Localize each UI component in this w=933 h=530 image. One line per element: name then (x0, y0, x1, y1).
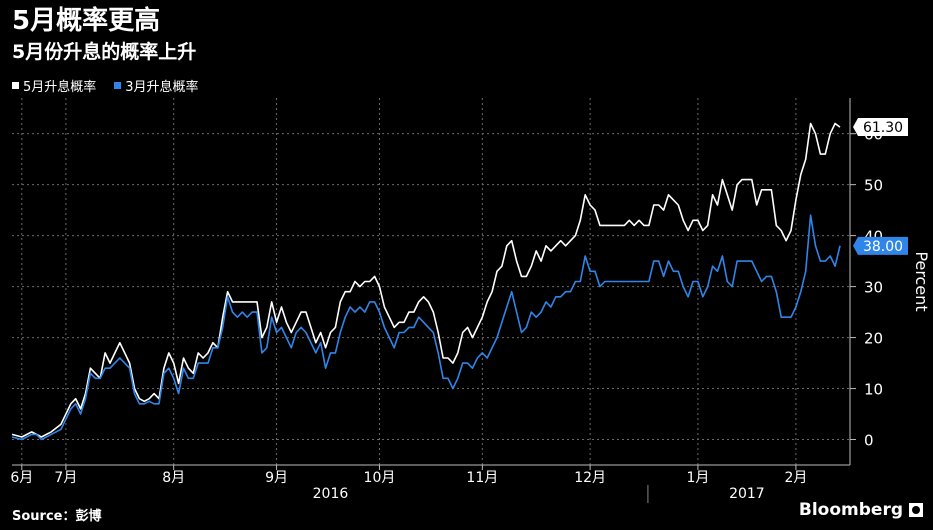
bloomberg-logo-icon (909, 503, 923, 517)
x-tick-label-2: 8月 (162, 470, 185, 486)
legend-label-may: 5月升息概率 (23, 80, 97, 95)
last-value-label-1: 38.00 (863, 239, 903, 255)
x-tick-label-7: 1月 (686, 470, 709, 486)
chart-subtitle: 5月份升息的概率上升 (12, 41, 197, 63)
x-tick-label-5: 11月 (466, 470, 498, 486)
brand: Bloomberg (799, 500, 923, 520)
legend-item-may: 5月升息概率 (12, 76, 96, 95)
brand-name: Bloomberg (798, 500, 903, 520)
x-tick-label-3: 9月 (265, 470, 288, 486)
y-tick-label-10: 10 (864, 381, 883, 399)
chart-title: 5月概率更高 (12, 6, 161, 36)
legend-swatch-march (114, 82, 122, 89)
x-tick-label-8: 2月 (784, 470, 807, 486)
y-tick-label-50: 50 (864, 177, 883, 195)
last-value-label-0: 61.30 (863, 120, 903, 136)
x-tick-label-6: 12月 (574, 470, 606, 486)
year-label-2016: 2016 (313, 486, 349, 502)
x-tick-label-4: 10月 (364, 470, 396, 486)
legend-label-march: 3月升息概率 (125, 80, 199, 95)
x-tick-label-0: 6月 (10, 470, 33, 486)
y-tick-label-30: 30 (864, 279, 883, 297)
y-tick-label-0: 0 (864, 432, 874, 450)
series-line-1 (11, 214, 841, 441)
y-axis-title: Percent (912, 251, 931, 311)
series-line-0 (11, 122, 841, 438)
x-tick-label-1: 7月 (54, 470, 77, 486)
legend: 5月升息概率 3月升息概率 (12, 76, 199, 95)
y-tick-label-20: 20 (864, 330, 883, 348)
last-value-tag-1 (853, 236, 908, 255)
legend-swatch-may (12, 82, 19, 89)
year-label-2017: 2017 (729, 486, 765, 502)
legend-item-march: 3月升息概率 (114, 76, 199, 95)
last-value-tag-0 (853, 118, 908, 137)
source-note: Source：彭博 (12, 509, 102, 524)
